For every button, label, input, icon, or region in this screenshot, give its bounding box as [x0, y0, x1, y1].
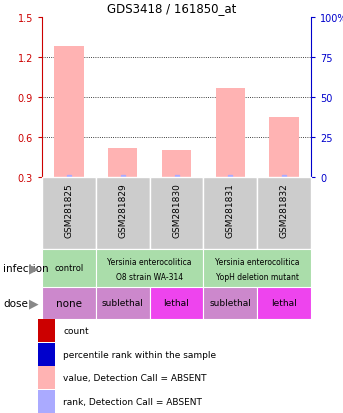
Text: GSM281829: GSM281829: [118, 183, 127, 237]
Bar: [54, 47, 84, 178]
Bar: [257, 178, 311, 249]
Text: sublethal: sublethal: [209, 299, 251, 308]
Text: sublethal: sublethal: [102, 299, 144, 308]
Bar: [203, 178, 257, 249]
Bar: [269, 118, 299, 178]
Bar: [96, 178, 150, 249]
Text: lethal: lethal: [271, 299, 297, 308]
Bar: [257, 287, 311, 319]
Bar: [42, 249, 96, 287]
Bar: [162, 151, 191, 178]
Bar: [96, 249, 203, 287]
Text: count: count: [63, 326, 89, 335]
Bar: [215, 88, 245, 178]
Text: Yersinia enterocolitica: Yersinia enterocolitica: [107, 257, 192, 266]
Bar: [42, 178, 96, 249]
Text: GSM281825: GSM281825: [64, 183, 73, 237]
Bar: [38, 320, 55, 342]
Text: lethal: lethal: [164, 299, 189, 308]
Bar: [203, 249, 311, 287]
Text: ▶: ▶: [29, 297, 38, 310]
Bar: [108, 148, 138, 178]
Text: GSM281830: GSM281830: [172, 183, 181, 237]
Bar: [38, 343, 55, 366]
Text: percentile rank within the sample: percentile rank within the sample: [63, 350, 216, 359]
Text: value, Detection Call = ABSENT: value, Detection Call = ABSENT: [63, 373, 206, 382]
Text: infection: infection: [3, 263, 49, 273]
Text: GDS3418 / 161850_at: GDS3418 / 161850_at: [107, 2, 236, 15]
Text: rank, Detection Call = ABSENT: rank, Detection Call = ABSENT: [63, 397, 202, 406]
Text: O8 strain WA-314: O8 strain WA-314: [116, 272, 183, 281]
Text: none: none: [56, 298, 82, 308]
Text: control: control: [54, 264, 84, 273]
Bar: [150, 178, 203, 249]
Bar: [150, 287, 203, 319]
Text: GSM281832: GSM281832: [280, 183, 288, 237]
Text: dose: dose: [3, 298, 28, 308]
Bar: [38, 367, 55, 389]
Text: GSM281831: GSM281831: [226, 183, 235, 237]
Bar: [203, 287, 257, 319]
Text: YopH deletion mutant: YopH deletion mutant: [216, 272, 299, 281]
Text: Yersinia enterocolitica: Yersinia enterocolitica: [215, 257, 299, 266]
Bar: [96, 287, 150, 319]
Bar: [42, 287, 96, 319]
Text: ▶: ▶: [29, 262, 38, 275]
Bar: [38, 390, 55, 413]
